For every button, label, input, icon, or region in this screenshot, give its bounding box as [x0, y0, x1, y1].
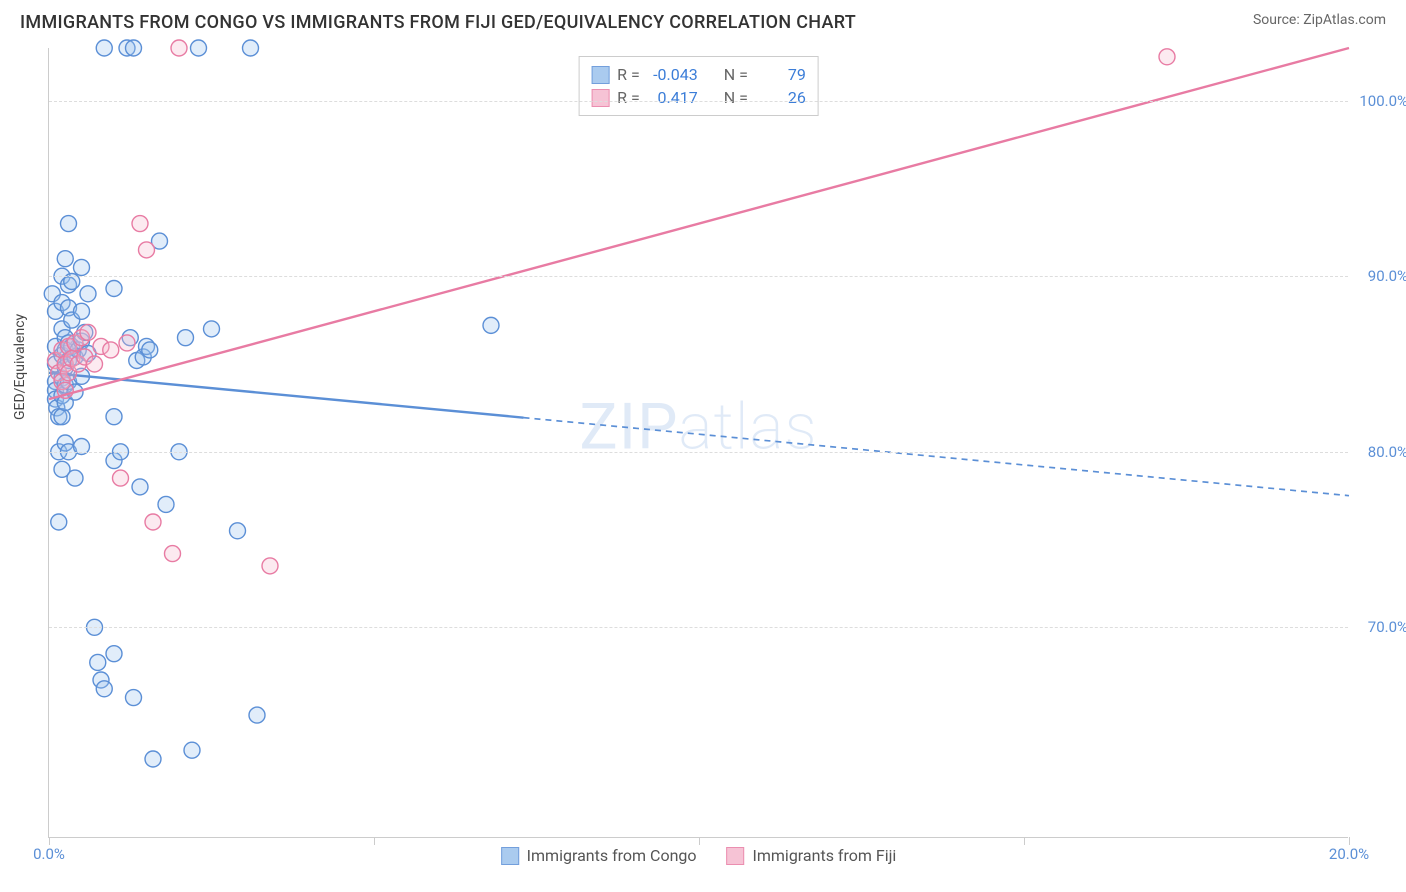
series-legend: Immigrants from Congo Immigrants from Fi…: [501, 846, 897, 865]
y-tick-label: 100.0%: [1359, 92, 1406, 110]
chart-title: IMMIGRANTS FROM CONGO VS IMMIGRANTS FROM…: [20, 12, 856, 33]
data-point: [119, 335, 135, 351]
series-name-fiji: Immigrants from Fiji: [753, 846, 897, 865]
data-point: [230, 523, 246, 539]
data-point: [67, 470, 83, 486]
data-point: [191, 40, 207, 56]
x-tick: [699, 837, 700, 845]
y-tick-label: 80.0%: [1368, 443, 1406, 461]
chart-header: IMMIGRANTS FROM CONGO VS IMMIGRANTS FROM…: [0, 0, 1406, 39]
data-point: [61, 216, 77, 232]
data-point: [96, 681, 112, 697]
data-point: [87, 356, 103, 372]
data-point: [103, 342, 119, 358]
data-point: [243, 40, 259, 56]
chart-source: Source: ZipAtlas.com: [1253, 12, 1386, 28]
y-axis-label: GED/Equivalency: [12, 314, 28, 420]
data-point: [142, 342, 158, 358]
data-point: [249, 707, 265, 723]
y-tick-label: 90.0%: [1368, 267, 1406, 285]
x-tick-label: 0.0%: [33, 845, 65, 863]
data-point: [96, 40, 112, 56]
data-point: [54, 409, 70, 425]
data-point: [57, 251, 73, 267]
legend-row-congo: R = -0.043 N = 79: [591, 63, 806, 86]
data-point: [74, 303, 90, 319]
series-legend-fiji: Immigrants from Fiji: [727, 846, 897, 865]
series-swatch-fiji: [727, 847, 745, 865]
data-point: [106, 409, 122, 425]
data-point: [204, 321, 220, 337]
data-point: [165, 546, 181, 562]
data-point: [132, 216, 148, 232]
data-point: [262, 558, 278, 574]
data-point: [139, 242, 155, 258]
gridline-h: [49, 627, 1348, 628]
data-point: [106, 281, 122, 297]
data-point: [145, 514, 161, 530]
legend-N-label-2: N =: [724, 88, 748, 107]
legend-N-congo: 79: [756, 65, 806, 84]
data-point: [80, 286, 96, 302]
x-tick: [1349, 837, 1350, 845]
gridline-h: [49, 452, 1348, 453]
y-tick-label: 70.0%: [1368, 618, 1406, 636]
gridline-h: [49, 101, 1348, 102]
gridline-h: [49, 276, 1348, 277]
data-point: [106, 646, 122, 662]
data-point: [1159, 49, 1175, 65]
data-point: [483, 317, 499, 333]
data-point: [178, 330, 194, 346]
data-point: [184, 742, 200, 758]
data-point: [80, 324, 96, 340]
legend-swatch-fiji: [591, 89, 609, 107]
data-point: [113, 470, 129, 486]
data-point: [126, 40, 142, 56]
x-tick-label: 20.0%: [1329, 845, 1369, 863]
series-legend-congo: Immigrants from Congo: [501, 846, 697, 865]
legend-R-label: R =: [617, 65, 640, 84]
legend-N-label: N =: [724, 65, 748, 84]
legend-row-fiji: R = 0.417 N = 26: [591, 86, 806, 109]
scatter-svg: [49, 48, 1348, 837]
data-point: [51, 514, 67, 530]
legend-R-label-2: R =: [617, 88, 640, 107]
data-point: [145, 751, 161, 767]
data-point: [90, 654, 106, 670]
legend-R-fiji: 0.417: [648, 88, 698, 107]
data-point: [158, 496, 174, 512]
data-point: [171, 40, 187, 56]
legend-R-congo: -0.043: [648, 65, 698, 84]
chart-plot-area: ZIPatlas R = -0.043 N = 79 R = 0.417 N =…: [48, 48, 1348, 838]
trend-line-dashed: [524, 418, 1350, 496]
data-point: [74, 259, 90, 275]
legend-swatch-congo: [591, 66, 609, 84]
legend-N-fiji: 26: [756, 88, 806, 107]
x-tick: [49, 837, 50, 845]
x-tick: [374, 837, 375, 845]
data-point: [132, 479, 148, 495]
data-point: [126, 690, 142, 706]
series-swatch-congo: [501, 847, 519, 865]
x-tick: [1024, 837, 1025, 845]
correlation-legend: R = -0.043 N = 79 R = 0.417 N = 26: [578, 56, 819, 116]
series-name-congo: Immigrants from Congo: [527, 846, 697, 865]
